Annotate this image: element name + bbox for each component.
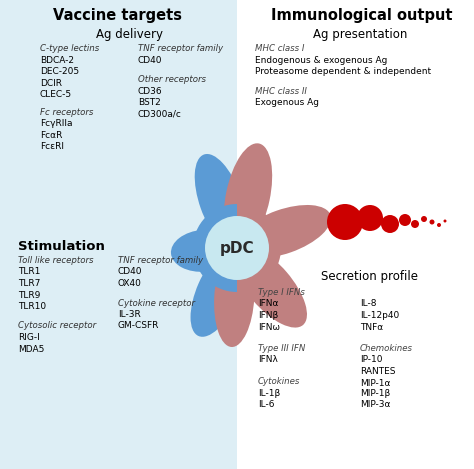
Text: pDC: pDC bbox=[219, 241, 255, 256]
Text: IP-10: IP-10 bbox=[360, 356, 383, 364]
Text: TLR7: TLR7 bbox=[18, 279, 40, 288]
Text: Secretion profile: Secretion profile bbox=[321, 270, 419, 283]
Text: MHC class II: MHC class II bbox=[255, 86, 307, 96]
Text: CLEC-5: CLEC-5 bbox=[40, 90, 72, 99]
Text: CD40: CD40 bbox=[138, 55, 163, 65]
Circle shape bbox=[381, 215, 399, 233]
Text: Stimulation: Stimulation bbox=[18, 240, 105, 253]
Text: TNF receptor family: TNF receptor family bbox=[118, 256, 203, 265]
Text: FcεRI: FcεRI bbox=[40, 142, 64, 151]
Text: MIP-3α: MIP-3α bbox=[360, 400, 391, 409]
Text: MIP-1β: MIP-1β bbox=[360, 388, 390, 398]
Text: MIP-1α: MIP-1α bbox=[360, 378, 391, 387]
Text: FcγRIIa: FcγRIIa bbox=[40, 119, 73, 128]
Text: RIG-I: RIG-I bbox=[18, 333, 40, 342]
Ellipse shape bbox=[191, 247, 245, 337]
Ellipse shape bbox=[171, 230, 237, 272]
Text: Chemokines: Chemokines bbox=[360, 344, 413, 353]
Text: CD36: CD36 bbox=[138, 86, 163, 96]
Text: Immunological output: Immunological output bbox=[271, 8, 453, 23]
Text: TLR1: TLR1 bbox=[18, 267, 40, 277]
Text: CD40: CD40 bbox=[118, 267, 143, 277]
Text: Cytokines: Cytokines bbox=[258, 377, 301, 386]
Circle shape bbox=[411, 220, 419, 228]
Text: IL-1β: IL-1β bbox=[258, 388, 280, 398]
Text: Exogenous Ag: Exogenous Ag bbox=[255, 98, 319, 107]
Text: BST2: BST2 bbox=[138, 98, 161, 107]
Text: MHC class I: MHC class I bbox=[255, 44, 304, 53]
Bar bbox=[0, 0, 237, 469]
Text: MDA5: MDA5 bbox=[18, 345, 45, 354]
Text: TNFα: TNFα bbox=[360, 323, 383, 332]
Circle shape bbox=[429, 219, 435, 225]
Text: Ag delivery: Ag delivery bbox=[97, 28, 164, 41]
Ellipse shape bbox=[233, 245, 307, 327]
Text: IFNα: IFNα bbox=[258, 300, 279, 309]
Text: Cytokine receptor: Cytokine receptor bbox=[118, 298, 195, 308]
Text: IL-12p40: IL-12p40 bbox=[360, 311, 399, 320]
Text: IFNλ: IFNλ bbox=[258, 356, 278, 364]
Text: DCIR: DCIR bbox=[40, 78, 62, 88]
Text: Endogenous & exogenous Ag: Endogenous & exogenous Ag bbox=[255, 55, 387, 65]
Ellipse shape bbox=[214, 248, 255, 347]
Text: IL-3R: IL-3R bbox=[118, 310, 141, 319]
Bar bbox=[237, 0, 474, 469]
Circle shape bbox=[205, 216, 269, 280]
Text: TLR10: TLR10 bbox=[18, 302, 46, 311]
Circle shape bbox=[444, 219, 447, 222]
Text: IFNβ: IFNβ bbox=[258, 311, 278, 320]
Ellipse shape bbox=[224, 144, 272, 248]
Text: GM-CSFR: GM-CSFR bbox=[118, 322, 159, 331]
Text: Type I IFNs: Type I IFNs bbox=[258, 288, 305, 297]
Circle shape bbox=[357, 205, 383, 231]
Text: TNF receptor family: TNF receptor family bbox=[138, 44, 223, 53]
Text: Vaccine targets: Vaccine targets bbox=[54, 8, 182, 23]
Text: IFNω: IFNω bbox=[258, 323, 280, 332]
Text: TLR9: TLR9 bbox=[18, 290, 40, 300]
Text: Proteasome dependent & independent: Proteasome dependent & independent bbox=[255, 67, 431, 76]
Circle shape bbox=[399, 214, 411, 226]
Ellipse shape bbox=[237, 205, 331, 258]
Circle shape bbox=[327, 204, 363, 240]
Wedge shape bbox=[193, 204, 237, 292]
Text: C-type lectins: C-type lectins bbox=[40, 44, 99, 53]
Circle shape bbox=[421, 216, 427, 222]
Text: OX40: OX40 bbox=[118, 279, 142, 288]
Text: Other receptors: Other receptors bbox=[138, 75, 206, 84]
Text: IL-8: IL-8 bbox=[360, 300, 376, 309]
Text: Ag presentation: Ag presentation bbox=[313, 28, 407, 41]
Text: FcαR: FcαR bbox=[40, 130, 63, 139]
Text: IL-6: IL-6 bbox=[258, 400, 274, 409]
Text: Cytosolic receptor: Cytosolic receptor bbox=[18, 322, 96, 331]
Text: BDCA-2: BDCA-2 bbox=[40, 55, 74, 65]
Text: RANTES: RANTES bbox=[360, 367, 395, 376]
Wedge shape bbox=[237, 204, 281, 292]
Circle shape bbox=[437, 223, 441, 227]
Text: CD300a/c: CD300a/c bbox=[138, 109, 182, 119]
Text: Type III IFN: Type III IFN bbox=[258, 344, 305, 353]
Text: Toll like receptors: Toll like receptors bbox=[18, 256, 93, 265]
Text: DEC-205: DEC-205 bbox=[40, 67, 79, 76]
Text: Fc receptors: Fc receptors bbox=[40, 107, 93, 116]
Ellipse shape bbox=[195, 154, 246, 249]
